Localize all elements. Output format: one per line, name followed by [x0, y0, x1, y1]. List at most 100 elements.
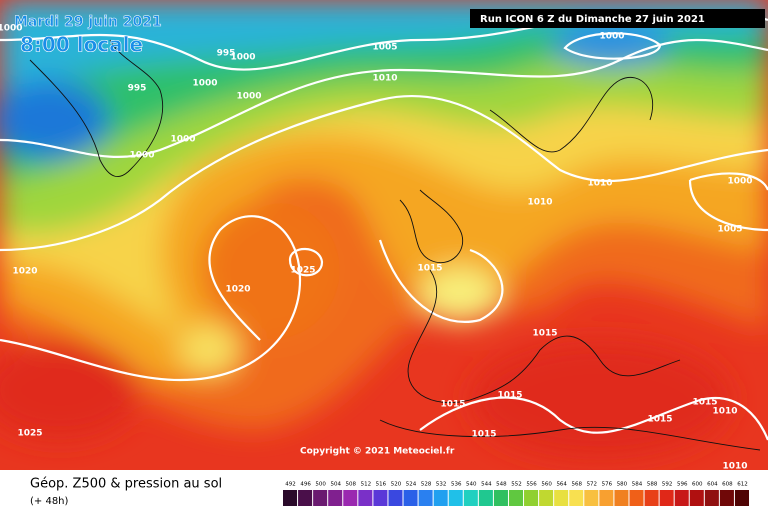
scale-label: 508 [346, 482, 357, 488]
coastlines [29, 39, 761, 451]
scale-swatch [358, 490, 373, 506]
scale-label: 592 [662, 482, 673, 488]
isobar-label: 1020 [12, 267, 37, 277]
isobar-label: 1015 [692, 398, 717, 408]
scale-swatch [313, 490, 328, 506]
scale-label: 512 [361, 482, 372, 488]
scale-swatch [599, 490, 614, 506]
scale-swatch [674, 490, 689, 506]
scale-swatch [493, 490, 508, 506]
scale-label: 500 [315, 482, 326, 488]
isobar-label: 1015 [497, 391, 522, 401]
isobar-label: 1000 [236, 92, 261, 102]
scale-label: 496 [300, 482, 311, 488]
scale-swatch [448, 490, 463, 506]
scale-swatch [283, 490, 298, 506]
scale-swatch [539, 490, 554, 506]
scale-swatch [433, 490, 448, 506]
scale-label: 600 [692, 482, 703, 488]
scale-label: 580 [617, 482, 628, 488]
scale-label: 548 [496, 482, 507, 488]
scale-swatch [328, 490, 343, 506]
scale-label: 536 [451, 482, 462, 488]
isobar-label: 1015 [417, 264, 442, 274]
isobar-label: 995 [128, 84, 147, 94]
scale-swatch [659, 490, 674, 506]
scale-label: 596 [677, 482, 688, 488]
scale-swatch [463, 490, 478, 506]
scale-label: 524 [406, 482, 417, 488]
isobar-label: 1015 [647, 415, 672, 425]
scale-label: 584 [632, 482, 643, 488]
isobar-label: 1025 [290, 266, 315, 276]
scale-swatch [614, 490, 629, 506]
forecast-time: 8:00 locale [20, 33, 143, 57]
scale-swatch [554, 490, 569, 506]
isobar-label: 1015 [532, 329, 557, 339]
scale-swatch [689, 490, 704, 506]
scale-label: 604 [707, 482, 718, 488]
isobar-label: 1010 [372, 74, 397, 84]
run-box [470, 9, 765, 28]
isobar-label: 1000 [727, 177, 752, 187]
scale-label: 492 [285, 482, 296, 488]
isobar-label: 1015 [440, 400, 465, 410]
scale-label: 612 [737, 482, 748, 488]
isobar-label: 1000 [129, 151, 154, 161]
scale-swatch [508, 490, 524, 506]
copyright: Copyright © 2021 Meteociel.fr [300, 447, 455, 457]
scale-swatch [373, 490, 388, 506]
scale-label: 552 [511, 482, 522, 488]
scale-label: 568 [572, 482, 583, 488]
isobar-label: 1015 [471, 430, 496, 440]
legend-lead: (+ 48h) [30, 496, 69, 507]
isobar-label: 1000 [230, 53, 255, 63]
scale-label: 564 [556, 482, 567, 488]
scale-swatch [569, 490, 584, 506]
scale-swatch [719, 490, 734, 506]
legend-title: Géop. Z500 & pression au sol [30, 477, 222, 492]
isobar-label: 1025 [17, 429, 42, 439]
scale-label: 540 [466, 482, 477, 488]
scale-label: 576 [602, 482, 613, 488]
isobar-label: 995 [217, 49, 236, 59]
isobar-label: 1000 [0, 24, 23, 34]
scale-swatch [704, 490, 719, 506]
scale-swatch [478, 490, 493, 506]
forecast-date: Mardi 29 juin 2021 [14, 14, 162, 30]
scale-label: 504 [330, 482, 341, 488]
scale-swatch [734, 490, 749, 506]
map-field [0, 0, 768, 470]
isobar-label: 1000 [192, 79, 217, 89]
scale-swatch [403, 490, 418, 506]
isobar-label: 1010 [712, 407, 737, 417]
isobar-label: 1000 [170, 135, 195, 145]
scale-label: 556 [526, 482, 537, 488]
scale-label: 544 [481, 482, 492, 488]
isobar-label: 1000 [599, 32, 624, 42]
isobar-label: 1020 [225, 285, 250, 295]
scale-label: 560 [541, 482, 552, 488]
isobar-label: 1010 [587, 179, 612, 189]
scale-swatch [298, 490, 313, 506]
scale-swatch [418, 490, 433, 506]
isobar-label: 1010 [722, 462, 747, 472]
scale-label: 516 [376, 482, 387, 488]
scale-swatch [584, 490, 599, 506]
scale-label: 608 [722, 482, 733, 488]
isobar-label: 1010 [527, 198, 552, 208]
scale-swatch [343, 490, 358, 506]
scale-swatch [644, 490, 659, 506]
scale-label: 572 [587, 482, 598, 488]
isobar-label: 1005 [717, 225, 742, 235]
scale-label: 528 [421, 482, 432, 488]
scale-label: 520 [391, 482, 402, 488]
scale-swatch [388, 490, 403, 506]
scale-label: 532 [436, 482, 447, 488]
scale-swatch [524, 490, 539, 506]
scale-label: 588 [647, 482, 658, 488]
run-info: Run ICON 6 Z du Dimanche 27 juin 2021 [480, 14, 705, 25]
scale-swatch [629, 490, 644, 506]
isobar-label: 1005 [372, 43, 397, 53]
